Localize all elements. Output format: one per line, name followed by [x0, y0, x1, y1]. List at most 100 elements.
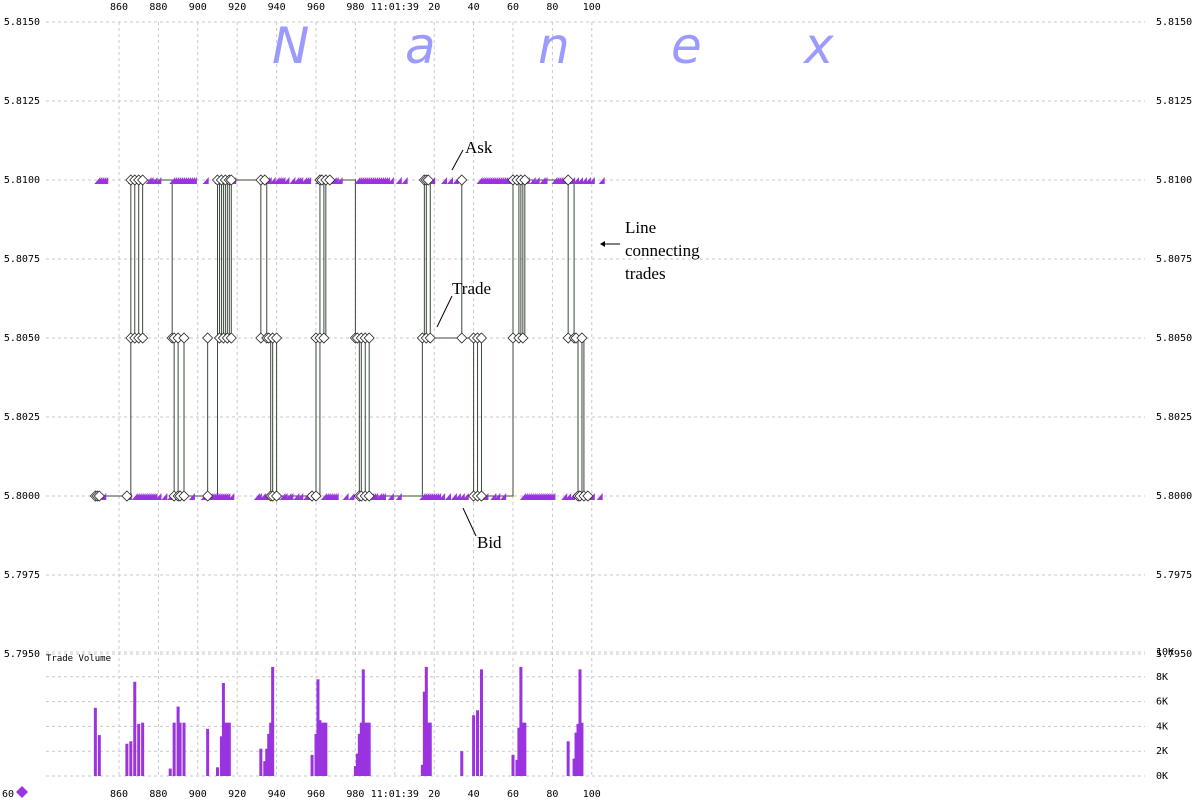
bid-quote-marker: [462, 493, 469, 500]
bid-quote-marker: [297, 493, 304, 500]
volume-bar: [93, 707, 97, 776]
volume-tick-label: 8K: [1156, 672, 1168, 683]
ask-quote-marker: [297, 177, 304, 184]
volume-bar: [322, 722, 326, 776]
x-tick-label-bottom: 860: [110, 789, 128, 800]
bid-quote-marker: [565, 493, 572, 500]
bid-quote-marker: [490, 493, 497, 500]
x-tick-label-top: 60: [507, 2, 519, 13]
volume-bar: [176, 706, 180, 776]
bid-quote-marker: [332, 493, 339, 500]
y-tick-label-right: 5.8075: [1156, 254, 1192, 265]
bid-quote-marker: [161, 493, 168, 500]
annotation-trade: Trade: [452, 279, 491, 298]
bid-quote-marker: [444, 493, 451, 500]
ask-quote-marker: [395, 177, 402, 184]
bid-quote-marker: [342, 493, 349, 500]
trade-diamond: [324, 174, 336, 186]
y-tick-label-left: 5.8100: [4, 175, 40, 186]
ask-quote-marker: [102, 177, 109, 184]
x-tick-label-bottom: 920: [228, 789, 246, 800]
trade-diamond: [517, 332, 529, 344]
volume-bar: [316, 679, 320, 776]
x-tick-label-bottom: 880: [149, 789, 167, 800]
volume-bar: [420, 764, 424, 776]
trade-diamond: [424, 332, 436, 344]
volume-bar: [314, 733, 318, 776]
volume-bar: [318, 720, 322, 776]
ask-quote-marker: [533, 177, 540, 184]
trade-diamond: [576, 332, 588, 344]
volume-bar: [259, 748, 263, 776]
quote-markers: [94, 177, 605, 500]
volume-bar: [578, 669, 582, 776]
bid-quote-marker: [387, 493, 394, 500]
volume-tick-label: 0K: [1156, 771, 1168, 782]
volume-bar: [310, 754, 314, 776]
ask-quote-marker: [576, 177, 583, 184]
volume-bar: [355, 753, 359, 776]
x-tick-label-top: 960: [307, 2, 325, 13]
ask-quote-marker: [332, 177, 339, 184]
x-tick-label-bottom: 980: [346, 789, 364, 800]
y-tick-label-right: 5.8050: [1156, 333, 1192, 344]
volume-bar: [367, 722, 371, 776]
volume-bar: [580, 722, 584, 776]
bid-quote-marker: [293, 493, 300, 500]
legend-diamond: [16, 786, 28, 798]
volume-bar: [182, 722, 186, 776]
volume-bar: [363, 722, 367, 776]
trade-diamond: [475, 332, 488, 344]
x-tick-label-bottom: 60: [507, 789, 519, 800]
volume-bar: [172, 722, 176, 776]
x-tick-label-top: 940: [268, 2, 286, 13]
volume-bar: [271, 666, 275, 776]
watermark-letter: x: [802, 17, 834, 75]
bid-quote-marker: [569, 493, 576, 500]
trade-diamond: [178, 490, 190, 502]
bid-quote-marker: [435, 493, 442, 500]
volume-bar: [515, 759, 519, 776]
watermark-letter: e: [671, 17, 702, 75]
trade-diamond: [225, 174, 237, 186]
volume-bar: [460, 751, 464, 776]
volume-bar: [519, 666, 523, 776]
volume-bar: [511, 754, 515, 776]
trade-diamond: [475, 490, 488, 502]
ask-quote-marker: [452, 177, 459, 184]
volume-bar: [476, 710, 480, 776]
trade-diamond: [318, 332, 330, 344]
bid-quote-marker: [303, 493, 310, 500]
trade-diamond: [456, 174, 468, 186]
volume-bar: [517, 727, 521, 776]
trade-diamond: [519, 174, 531, 186]
volume-bar: [133, 681, 137, 776]
trade-diamond: [271, 490, 283, 502]
ask-quote-marker: [598, 177, 605, 184]
x-tick-label-top: 880: [149, 2, 167, 13]
x-tick-label-top: 20: [428, 2, 440, 13]
volume-bar: [523, 722, 527, 776]
x-tick-label-top: 11:01:39: [371, 2, 419, 13]
y-tick-label-left: 5.7950: [4, 649, 40, 660]
volume-bar: [219, 736, 223, 776]
ask-quote-marker: [147, 177, 154, 184]
volume-bar: [137, 723, 141, 776]
bid-quote-marker: [281, 493, 288, 500]
ask-quote-marker: [305, 177, 312, 184]
ask-quote-marker: [202, 177, 209, 184]
bid-quote-marker: [348, 493, 355, 500]
x-tick-label-top: 80: [546, 2, 558, 13]
ask-quote-marker: [441, 177, 448, 184]
trade-markers: [89, 174, 594, 502]
bid-quote-marker: [287, 493, 294, 500]
x-tick-label-top: 900: [189, 2, 207, 13]
trade-diamond: [363, 332, 375, 344]
volume-bar: [521, 722, 525, 776]
trade-diamond: [456, 332, 468, 344]
ask-quote-marker: [573, 177, 580, 184]
annotation-trades: trades: [625, 264, 666, 283]
annotation-bid: Bid: [477, 533, 502, 552]
bid-quote-marker: [372, 493, 379, 500]
